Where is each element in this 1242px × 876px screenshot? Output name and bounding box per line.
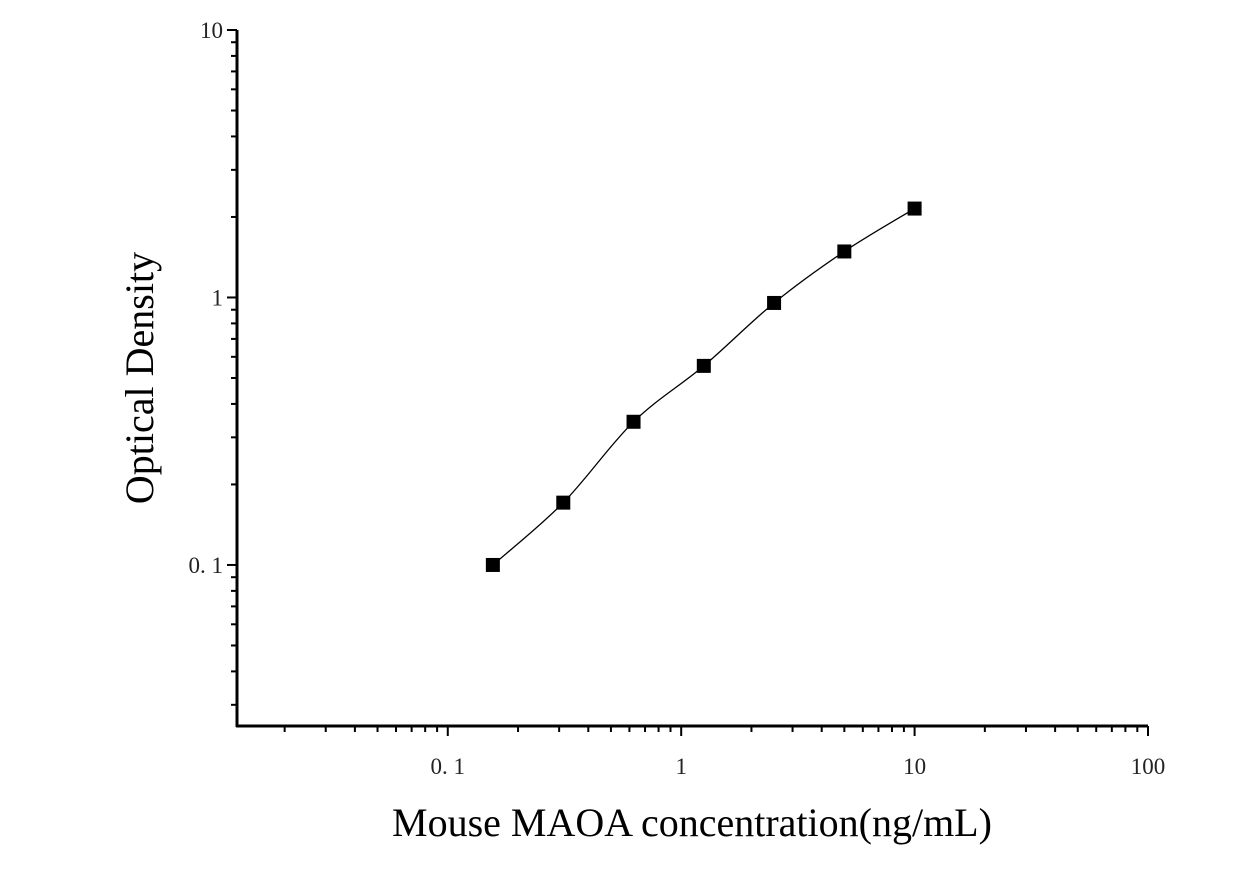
data-point — [907, 201, 922, 216]
y-tick-label: 1 — [212, 285, 224, 310]
x-tick-label: 100 — [1131, 754, 1166, 779]
data-point — [485, 557, 500, 572]
y-tick-label: 0. 1 — [189, 553, 224, 578]
data-point — [626, 414, 641, 429]
x-tick-label: 1 — [675, 754, 687, 779]
fit-curve — [492, 208, 915, 566]
x-axis-label: Mouse MAOA concentration(ng/mL) — [392, 800, 992, 845]
data-point — [837, 244, 852, 259]
data-point — [767, 295, 782, 310]
data-point — [696, 358, 711, 373]
x-tick-label: 0. 1 — [431, 754, 466, 779]
y-tick-label: 10 — [200, 18, 223, 43]
y-axis-label: Optical Density — [117, 252, 162, 504]
x-tick-label: 10 — [903, 754, 926, 779]
data-point — [556, 495, 571, 510]
